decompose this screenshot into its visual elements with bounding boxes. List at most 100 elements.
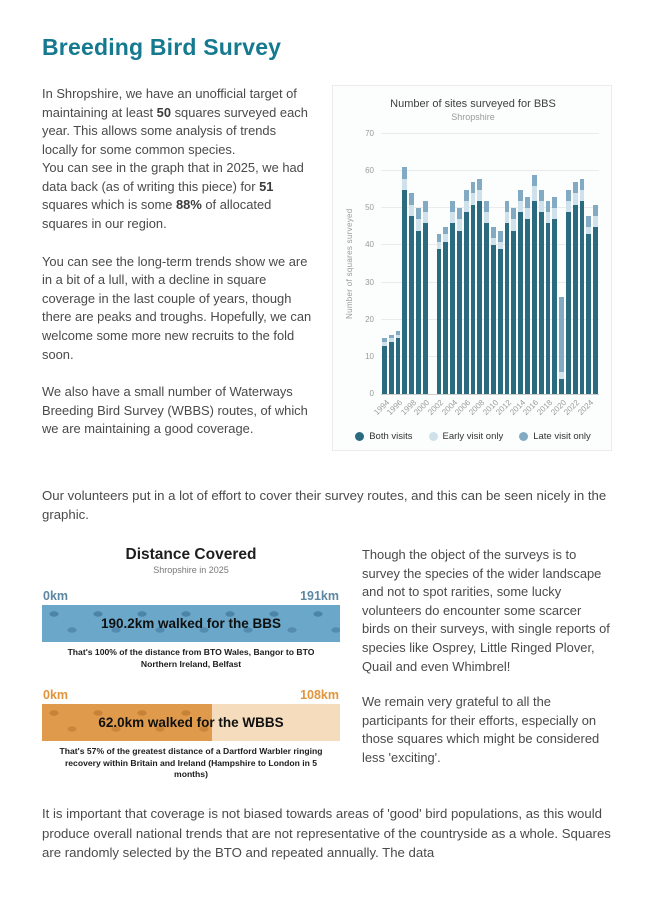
bar-segment	[586, 226, 592, 235]
bar-segment	[593, 215, 598, 227]
bbs-distance-text: 190.2km walked for the BBS	[100, 616, 282, 632]
intro-paragraph-4: We also have a small number of Waterways…	[42, 384, 308, 437]
bar-segment	[586, 234, 592, 394]
bar-2000	[422, 200, 429, 394]
bar-segment	[565, 212, 571, 394]
bar-2007	[470, 182, 477, 394]
bar-segment	[484, 223, 489, 394]
bar-segment	[484, 200, 489, 213]
bar-segment	[538, 212, 544, 394]
bar-segment	[416, 230, 421, 394]
gridline	[381, 281, 599, 283]
bar-segment	[409, 215, 415, 394]
bar-segment	[538, 200, 544, 212]
y-tick-label: 10	[365, 351, 374, 361]
rarities-text-column: Though the object of the surveys is to s…	[362, 546, 612, 784]
bar-segment	[443, 226, 449, 235]
chart-subtitle: Shropshire	[451, 112, 495, 122]
bar-segment	[491, 238, 496, 246]
intro-p2-text-cont: squares which is some	[42, 197, 176, 213]
bar-segment	[416, 208, 421, 220]
bar-segment	[456, 230, 462, 394]
bar-segment	[531, 200, 537, 394]
bar-segment	[586, 215, 592, 227]
surveyed-squares-value: 51	[259, 178, 274, 194]
bar-segment	[572, 193, 578, 205]
bar-1997	[401, 167, 408, 394]
bar-1994	[381, 338, 388, 394]
bar-segment	[450, 223, 455, 394]
legend-dot-icon	[355, 432, 365, 441]
bar-segment	[497, 249, 503, 394]
wbbs-distance-fill	[42, 704, 212, 742]
bar-segment	[511, 208, 517, 220]
legend-item: Late visit only	[519, 431, 591, 442]
top-section: In Shropshire, we have an unofficial tar…	[42, 85, 612, 458]
intro-paragraph-2: You can see in the graph that in 2025, w…	[42, 159, 314, 233]
legend-item: Both visits	[355, 431, 413, 442]
bar-segment	[593, 226, 598, 394]
intro-p1-text: In Shropshire, we have an unofficial tar…	[42, 86, 297, 120]
bar-segment	[538, 189, 544, 201]
bar-segment	[497, 241, 503, 250]
chart-y-axis-label: Number of squares surveyed	[345, 208, 354, 320]
bar-segment	[565, 200, 571, 212]
middle-paragraph: Our volunteers put in a lot of effort to…	[42, 487, 607, 522]
bar-segment	[525, 197, 530, 209]
bbs-distance-block: 0km 191km 190.2km walked for the BBS Tha…	[42, 589, 340, 670]
bar-segment	[470, 204, 476, 394]
bar-segment	[559, 379, 564, 394]
bar-segment	[525, 208, 530, 220]
bar-segment	[572, 204, 578, 394]
bar-2018	[545, 200, 552, 394]
chart-area: Number of squares surveyed 0 10 20 30 40 50 60…	[345, 129, 599, 429]
distance-subtitle: Shropshire in 2025	[153, 565, 229, 576]
gridline	[381, 244, 599, 246]
bar-2025	[592, 204, 599, 394]
bar-segment	[463, 200, 469, 212]
bar-segment	[388, 342, 394, 394]
intro-p2-text: You can see in the graph that in 2025, w…	[42, 160, 304, 194]
wbbs-distance-text: 62.0km walked for the WBBS	[98, 715, 284, 731]
gridline	[381, 318, 599, 320]
bottom-section: Distance Covered Shropshire in 2025 0km …	[42, 546, 612, 784]
bar-segment	[388, 334, 394, 339]
bar-2021	[565, 189, 572, 394]
bar-2005	[456, 208, 463, 394]
bar-segment	[484, 212, 489, 224]
bbs-chart-card: Number of sites surveyed for BBS Shropsh…	[332, 85, 612, 451]
bar-1999	[415, 208, 422, 394]
bar-segment	[422, 200, 428, 213]
bar-segment	[491, 245, 496, 394]
bar-segment	[470, 182, 476, 194]
bar-2013	[510, 208, 517, 394]
bar-segment	[552, 197, 558, 209]
chart-title: Number of sites surveyed for BBS	[390, 98, 556, 110]
bar-2016	[531, 174, 538, 394]
bar-segment	[402, 167, 408, 179]
bar-segment	[416, 219, 421, 231]
bar-1998	[408, 193, 415, 394]
bar-2004	[449, 200, 456, 394]
bar-segment	[388, 338, 394, 342]
bar-segment	[518, 189, 524, 201]
intro-text-column: In Shropshire, we have an unofficial tar…	[42, 85, 314, 458]
chart-x-ticks: 1994 1996 1998 2000 2002 2004 2006 2008 2010 2012…	[372, 395, 599, 429]
bar-segment	[382, 345, 387, 394]
target-squares-value: 50	[156, 104, 171, 120]
bar-segment	[382, 342, 387, 346]
bar-2012	[504, 200, 511, 394]
bar-segment	[470, 193, 476, 205]
bar-1995	[388, 334, 395, 394]
legend-label: Both visits	[369, 431, 413, 442]
y-tick-label: 60	[365, 166, 374, 176]
bar-segment	[477, 189, 483, 201]
bar-segment	[579, 189, 585, 201]
gridline	[381, 170, 599, 172]
bar-segment	[525, 219, 530, 394]
bbs-end-label: 191km	[300, 589, 339, 604]
y-tick-label: 0	[369, 389, 374, 398]
intro-p1-text-cont: squares surveyed each year. This allows …	[42, 104, 308, 157]
bar-segment	[572, 182, 578, 194]
